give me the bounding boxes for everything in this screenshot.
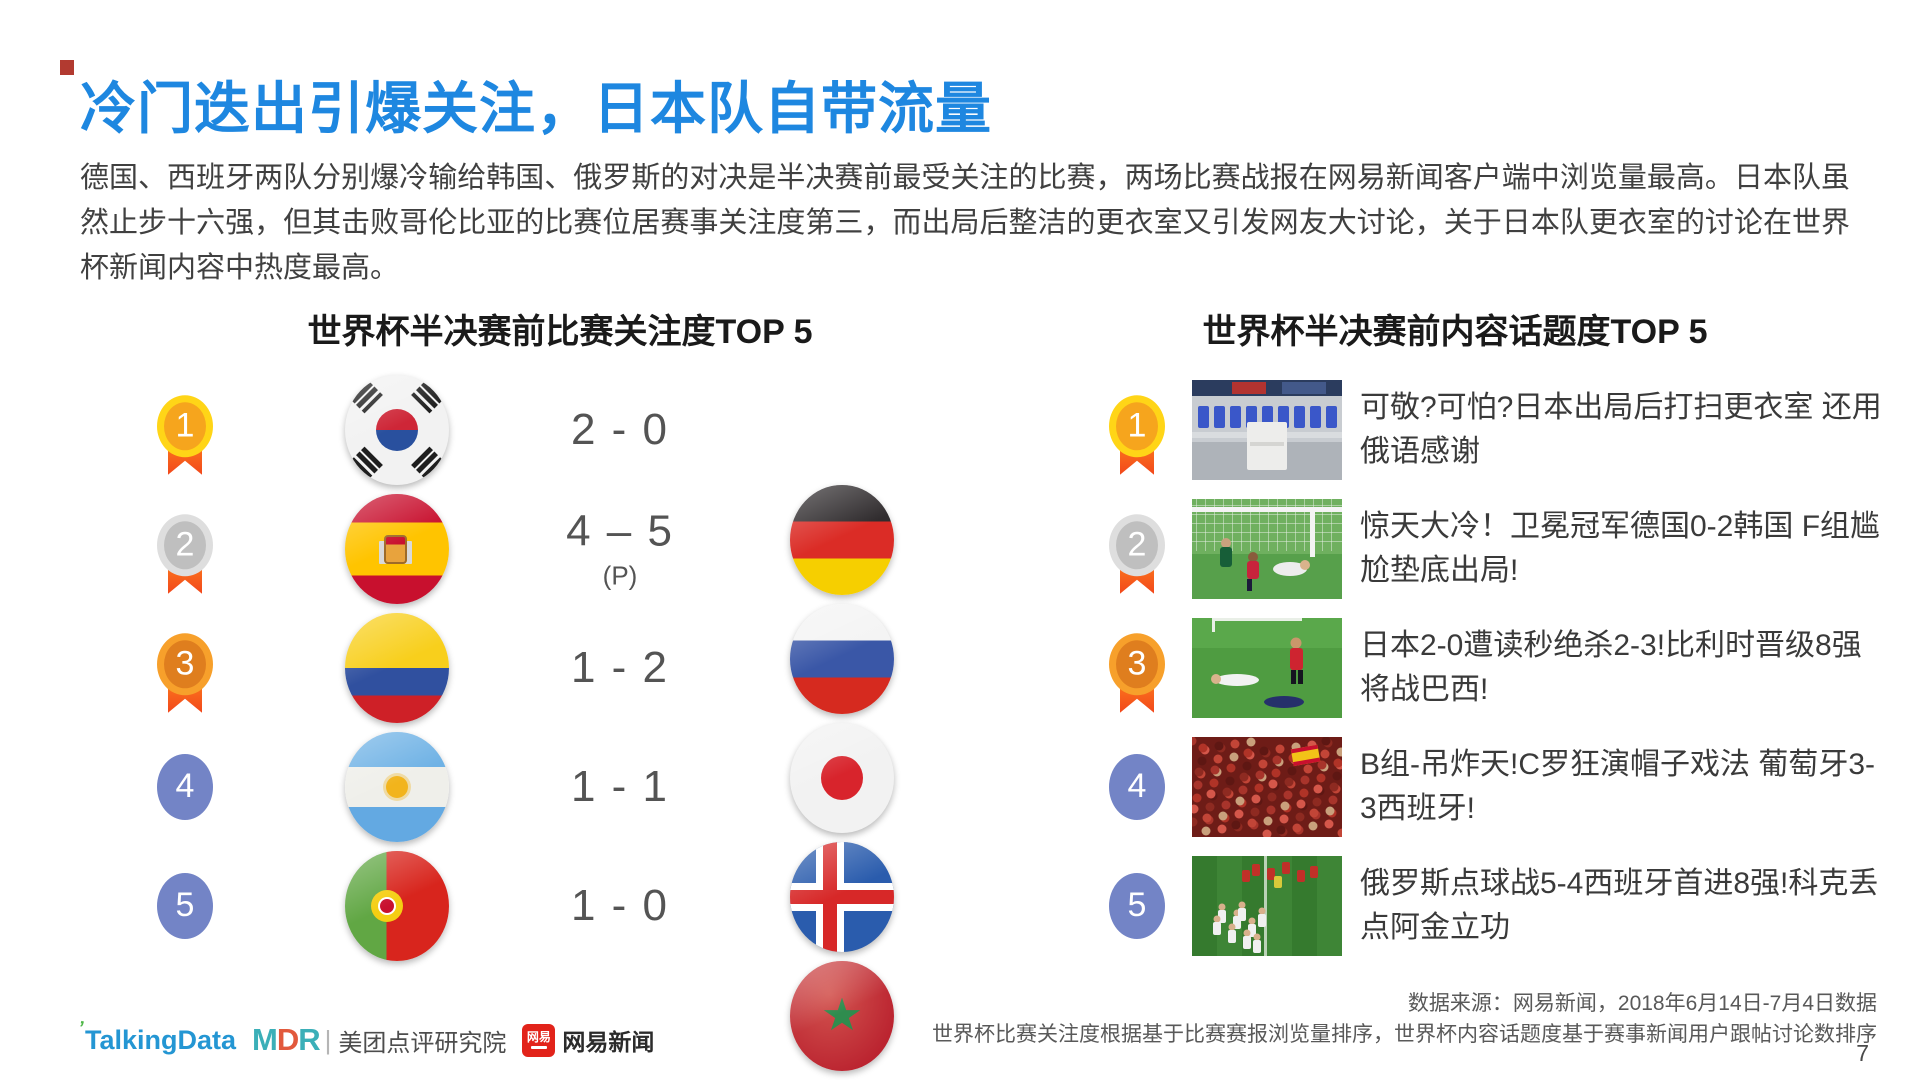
- sun-disc-icon: [821, 755, 863, 800]
- score-value: 1 - 1: [570, 761, 670, 811]
- footer-logos: ’ TalkingData MDR | 美团点评研究院 网易 网易新闻: [76, 1017, 655, 1058]
- slide-corner-mark: [60, 60, 74, 75]
- spain-flag-icon: [345, 493, 449, 604]
- colombia-flag-icon: [345, 612, 449, 723]
- score-value: 4 – 5: [566, 506, 674, 555]
- score-value: 2 - 0: [570, 404, 670, 454]
- match-score: 1 - 1: [500, 762, 740, 812]
- flag-gloss-highlight: [345, 850, 449, 961]
- spain-crest-icon: [384, 534, 407, 564]
- rank-number: 1: [1109, 394, 1165, 457]
- data-source-note: 数据来源：网易新闻，2018年6月14日-7月4日数据 世界杯比赛关注度根据基于…: [932, 988, 1877, 1050]
- match-list: 1 2 - 0 2 4 – 5 (P) 3 1 - 2 4 1 - 1 5 1 - 0: [0, 370, 1921, 1071]
- score-value: 1 - 2: [570, 642, 670, 692]
- sun-of-may-icon: [386, 775, 408, 798]
- locker-room-photo: [1192, 379, 1342, 480]
- japan-flag-icon: [790, 722, 894, 833]
- match-row: 4 1 - 1: [0, 727, 1921, 952]
- logo-divider: |: [324, 1024, 332, 1055]
- talkingdata-logo: ’ TalkingData: [76, 1017, 237, 1056]
- players-down-photo: [1192, 617, 1342, 718]
- rank-number: 1: [157, 394, 213, 457]
- argentina-flag-icon: [345, 731, 449, 842]
- match-score: 1 - 0: [500, 881, 740, 931]
- flag-gloss-highlight: [790, 603, 894, 714]
- silver-medal-icon: 2: [1109, 513, 1165, 594]
- flag-gloss-highlight: [345, 374, 449, 485]
- topic-headline: 可敬?可怕?日本出局后打扫更衣室 还用俄语感谢: [1360, 390, 1882, 468]
- taegeuk-icon: [376, 408, 418, 451]
- flag-gloss-highlight: [345, 731, 449, 842]
- russia-flag-icon: [790, 603, 894, 714]
- match-row: 2 4 – 5 (P): [0, 489, 1921, 714]
- page-title: 冷门迭出引爆关注，日本队自带流量: [80, 77, 992, 140]
- flag-gloss-highlight: [345, 612, 449, 723]
- netease-badge-icon: 网易: [522, 1023, 556, 1057]
- topic-headline: 日本2-0遭读秒绝杀2-3!比利时晋级8强将战巴西!: [1360, 628, 1862, 706]
- netease-news-logo: 网易 网易新闻: [522, 1023, 654, 1057]
- rank-circle: 5: [157, 872, 213, 939]
- meituan-dianping-logo: MDR | 美团点评研究院: [252, 1022, 506, 1058]
- topic-headline: 惊天大冷！卫冕冠军德国0-2韩国 F组尴尬垫底出局!: [1360, 509, 1881, 587]
- match-score: 4 – 5 (P): [500, 506, 740, 591]
- flag-gloss-highlight: [790, 841, 894, 952]
- flag-gloss-highlight: [790, 722, 894, 833]
- portugal-emblem-icon: [371, 889, 403, 922]
- match-row: 5 1 - 0: [0, 846, 1921, 1071]
- topic-headline: 俄罗斯点球战5-4西班牙首进8强!科克丢点阿金立功: [1360, 866, 1879, 944]
- fans-crowd-photo: [1192, 736, 1342, 837]
- topic-headline: B组-吊炸天!C罗狂演帽子戏法 葡萄牙3-3西班牙!: [1360, 747, 1876, 825]
- data-source-line2: 世界杯比赛关注度根据基于比赛赛报浏览量排序，世界杯内容话题度基于赛事新闻用户跟帖…: [932, 1023, 1877, 1046]
- meituan-research-label: 美团点评研究院: [338, 1029, 507, 1057]
- netease-badge-underline: [530, 1046, 547, 1049]
- topic-row: 5 俄罗斯点球战5-4西班牙首进8强!科克丢点阿金立功: [0, 846, 1921, 965]
- page-number: 7: [1856, 1040, 1869, 1066]
- bronze-medal-icon: 3: [1109, 632, 1165, 713]
- bronze-medal-icon: 3: [157, 632, 213, 713]
- topics-section-heading: 世界杯半决赛前内容话题度TOP 5: [1202, 313, 1708, 351]
- match-score: 2 - 0: [500, 405, 740, 455]
- rank-number: 3: [157, 632, 213, 695]
- gold-medal-icon: 1: [157, 394, 213, 475]
- iceland-flag-icon: [790, 841, 894, 952]
- celebration-photo: [1192, 855, 1342, 956]
- portugal-flag-icon: [345, 850, 449, 961]
- netease-news-label: 网易新闻: [562, 1029, 655, 1055]
- morocco-flag-icon: [790, 960, 894, 1071]
- rank-number: 3: [1109, 632, 1165, 695]
- rank-circle: 5: [1109, 872, 1165, 939]
- rank-number: 2: [1109, 513, 1165, 576]
- summary-paragraph: 德国、西班牙两队分别爆冷输给韩国、俄罗斯的对决是半决赛前最受关注的比赛，两场比赛…: [80, 162, 1850, 284]
- flag-gloss-highlight: [345, 493, 449, 604]
- rank-number: 2: [157, 513, 213, 576]
- south-korea-flag-icon: [345, 374, 449, 485]
- germany-flag-icon: [790, 484, 894, 595]
- goal-upset-photo: [1192, 498, 1342, 599]
- topic-row: 1 可敬?可怕?日本出局后打扫更衣室 还用俄语感谢: [0, 370, 1921, 489]
- match-score: 1 - 2: [500, 643, 740, 693]
- gold-medal-icon: 1: [1109, 394, 1165, 475]
- match-row: 3 1 - 2: [0, 608, 1921, 833]
- topic-row: 2 惊天大冷！卫冕冠军德国0-2韩国 F组尴尬垫底出局!: [0, 489, 1921, 608]
- topic-row: 4 B组-吊炸天!C罗狂演帽子戏法 葡萄牙3-3西班牙!: [0, 727, 1921, 846]
- nordic-cross-icon: [790, 889, 894, 904]
- topic-list: 1 可敬?可怕?日本出局后打扫更衣室 还用俄语感谢 2 惊天大冷！卫冕冠军德国0-2韩…: [0, 370, 1921, 970]
- rank-circle: 4: [1109, 753, 1165, 820]
- score-note: (P): [602, 560, 638, 590]
- match-row: 1 2 - 0: [0, 370, 1921, 595]
- talkingdata-logo-text: TalkingData: [85, 1024, 237, 1055]
- flag-gloss-highlight: [790, 484, 894, 595]
- flag-gloss-highlight: [790, 960, 894, 1071]
- mdr-logo-icon: MDR: [252, 1022, 321, 1057]
- matches-section-heading: 世界杯半决赛前比赛关注度TOP 5: [307, 313, 813, 351]
- topic-row: 3 日本2-0遭读秒绝杀2-3!比利时晋级8强将战巴西!: [0, 608, 1921, 727]
- data-source-line1: 数据来源：网易新闻，2018年6月14日-7月4日数据: [1407, 992, 1877, 1015]
- score-value: 1 - 0: [570, 880, 670, 930]
- rank-circle: 4: [157, 753, 213, 820]
